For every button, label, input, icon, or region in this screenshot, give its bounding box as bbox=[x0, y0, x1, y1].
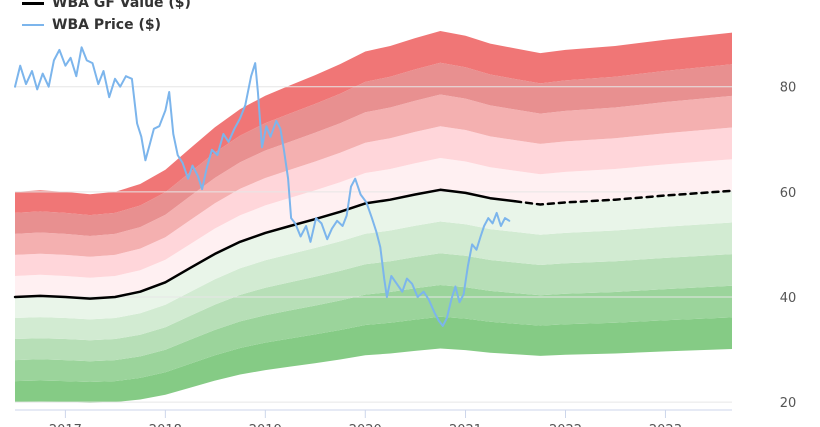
x-tick-label-2023: 2023 bbox=[649, 423, 682, 427]
legend-item-gf-value[interactable]: WBA GF Value ($) bbox=[22, 0, 191, 14]
band-8 bbox=[15, 94, 732, 257]
price-line bbox=[14, 46, 511, 327]
band-10 bbox=[15, 31, 732, 216]
band-4 bbox=[15, 221, 732, 341]
y-tick-label-60: 60 bbox=[780, 186, 797, 201]
y-tick-label-40: 40 bbox=[780, 291, 797, 306]
legend-label-price: WBA Price ($) bbox=[52, 17, 161, 33]
x-tick-label-2022: 2022 bbox=[549, 423, 582, 427]
band-6 bbox=[15, 158, 732, 299]
x-tick-label-2020: 2020 bbox=[349, 423, 382, 427]
valuation-bands bbox=[15, 31, 732, 403]
band-5 bbox=[15, 189, 732, 320]
y-gridlines bbox=[15, 86, 732, 403]
legend-item-price[interactable]: WBA Price ($) bbox=[22, 14, 191, 36]
band-3 bbox=[15, 253, 732, 362]
series-lines bbox=[13, 46, 734, 327]
band-1 bbox=[15, 316, 732, 403]
x-tick-label-2018: 2018 bbox=[149, 423, 182, 427]
axes: 20 40 60 80 2017 2018 2019 2020 2021 2022 2023 bbox=[15, 81, 796, 427]
gf-value-swatch bbox=[22, 1, 44, 5]
x-tick-label-2017: 2017 bbox=[49, 423, 82, 427]
band-7 bbox=[15, 126, 732, 278]
x-tick-label-2021: 2021 bbox=[449, 423, 482, 427]
y-tick-label-20: 20 bbox=[780, 396, 797, 411]
x-tick-label-2019: 2019 bbox=[249, 423, 282, 427]
legend-label-gf-value: WBA GF Value ($) bbox=[52, 0, 191, 11]
band-9 bbox=[15, 62, 732, 236]
y-tick-label-80: 80 bbox=[780, 81, 797, 96]
band-2 bbox=[15, 285, 732, 382]
chart-legend[interactable]: WBA GF Value ($) WBA Price ($) bbox=[22, 0, 191, 36]
price-swatch bbox=[22, 24, 44, 26]
gf-value-projection-line bbox=[513, 189, 734, 206]
gf-value-line bbox=[13, 188, 517, 300]
